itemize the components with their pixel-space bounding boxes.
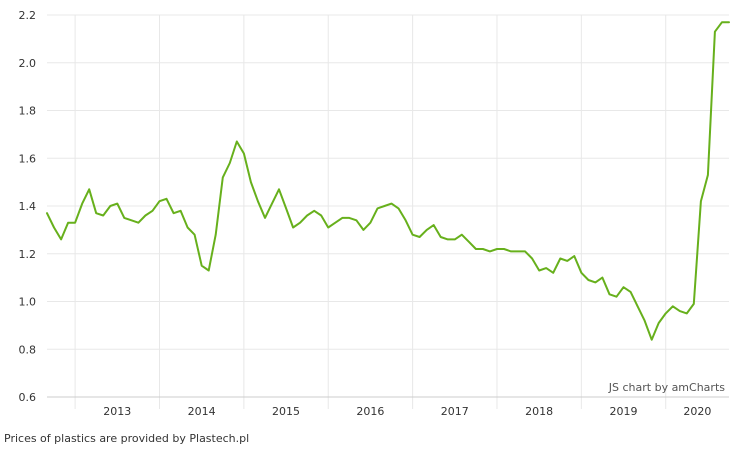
x-tick-label: 2014 — [188, 405, 216, 418]
x-tick-label: 2017 — [441, 405, 469, 418]
y-tick-label: 1.4 — [19, 200, 37, 213]
x-axis-tick-labels: 2013 2014 2015 2016 2017 2018 2019 2020 — [103, 405, 711, 418]
vertical-gridlines — [74, 15, 667, 409]
x-tick-label: 2015 — [272, 405, 300, 418]
y-tick-label: 2.0 — [19, 57, 37, 70]
y-tick-label: 1.2 — [19, 248, 37, 261]
y-tick-label: 1.6 — [19, 152, 37, 165]
x-tick-label: 2019 — [610, 405, 638, 418]
price-line-chart: 0.6 0.8 1.0 1.2 1.4 1.6 1.8 2.0 2.2 2013 2014 2015… — [19, 9, 730, 418]
x-tick-label: 2016 — [356, 405, 384, 418]
y-tick-label: 0.8 — [19, 343, 37, 356]
horizontal-gridlines — [47, 14, 729, 398]
amcharts-credit[interactable]: JS chart by amCharts — [608, 381, 725, 394]
x-tick-label: 2020 — [683, 405, 711, 418]
y-tick-label: 1.8 — [19, 105, 37, 118]
y-tick-label: 1.0 — [19, 296, 37, 309]
y-tick-label: 0.6 — [19, 391, 37, 404]
x-tick-label: 2018 — [525, 405, 553, 418]
y-tick-label: 2.2 — [19, 9, 37, 22]
price-series-line — [46, 21, 730, 341]
x-tick-label: 2013 — [103, 405, 131, 418]
source-footnote: Prices of plastics are provided by Plast… — [4, 432, 250, 445]
y-axis-tick-labels: 0.6 0.8 1.0 1.2 1.4 1.6 1.8 2.0 2.2 — [19, 9, 37, 404]
